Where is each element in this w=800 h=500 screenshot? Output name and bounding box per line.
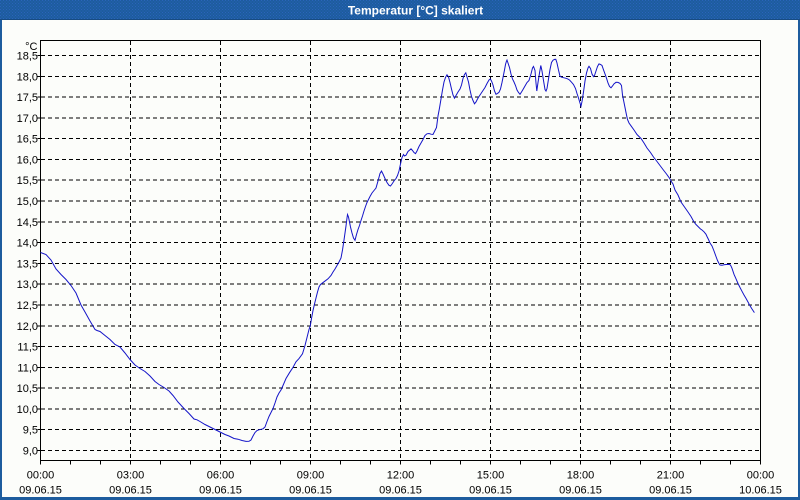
svg-text:10.06.15: 10.06.15: [739, 485, 782, 497]
svg-text:Temperatur [°C] skaliert: Temperatur [°C] skaliert: [348, 4, 483, 18]
svg-text:18,5: 18,5: [17, 51, 38, 63]
svg-text:09.06.15: 09.06.15: [19, 485, 62, 497]
svg-text:15,5: 15,5: [17, 175, 38, 187]
svg-text:17,0: 17,0: [17, 113, 38, 125]
svg-text:09.06.15: 09.06.15: [559, 485, 602, 497]
svg-text:9,5: 9,5: [23, 425, 38, 437]
svg-text:12:00: 12:00: [387, 470, 415, 482]
svg-text:09.06.15: 09.06.15: [379, 485, 422, 497]
svg-text:16,5: 16,5: [17, 134, 38, 146]
svg-text:13,0: 13,0: [17, 279, 38, 291]
svg-text:03:00: 03:00: [117, 470, 145, 482]
svg-text:17,5: 17,5: [17, 92, 38, 104]
svg-text:21:00: 21:00: [657, 470, 685, 482]
svg-text:12,5: 12,5: [17, 300, 38, 312]
svg-text:12,0: 12,0: [17, 321, 38, 333]
svg-text:14,5: 14,5: [17, 217, 38, 229]
svg-text:00:00: 00:00: [747, 470, 775, 482]
svg-text:09:00: 09:00: [297, 470, 325, 482]
svg-text:10,5: 10,5: [17, 383, 38, 395]
svg-text:14,0: 14,0: [17, 238, 38, 250]
svg-text:18,0: 18,0: [17, 71, 38, 83]
svg-text:15:00: 15:00: [477, 470, 505, 482]
svg-text:9,0: 9,0: [23, 446, 38, 458]
svg-text:09.06.15: 09.06.15: [649, 485, 692, 497]
svg-text:11,0: 11,0: [17, 362, 38, 374]
svg-text:10,0: 10,0: [17, 404, 38, 416]
svg-text:18:00: 18:00: [567, 470, 595, 482]
svg-text:11,5: 11,5: [17, 342, 38, 354]
svg-text:°C: °C: [25, 41, 37, 53]
svg-text:00:00: 00:00: [27, 470, 55, 482]
svg-text:16,0: 16,0: [17, 154, 38, 166]
svg-text:09.06.15: 09.06.15: [469, 485, 512, 497]
svg-text:15,0: 15,0: [17, 196, 38, 208]
svg-text:13,5: 13,5: [17, 258, 38, 270]
svg-text:06:00: 06:00: [207, 470, 235, 482]
svg-text:09.06.15: 09.06.15: [109, 485, 152, 497]
svg-text:09.06.15: 09.06.15: [199, 485, 242, 497]
svg-text:09.06.15: 09.06.15: [289, 485, 332, 497]
